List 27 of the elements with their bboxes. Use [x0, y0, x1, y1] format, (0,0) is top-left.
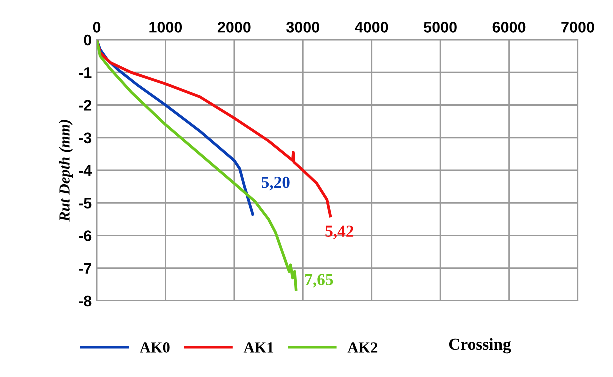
x-tick-label: 6000 — [492, 22, 526, 33]
y-tick-label: -7 — [79, 263, 92, 274]
y-tick-label: -1 — [79, 68, 92, 78]
y-tick-label: -2 — [79, 100, 92, 111]
annotation: 5,42 — [326, 226, 354, 240]
y-tick-label: -8 — [79, 296, 92, 307]
annotation: 7,65 — [306, 274, 334, 288]
x-axis-title: Crossing — [449, 338, 512, 354]
y-tick-label: -4 — [79, 166, 92, 176]
y-tick-label: 0 — [84, 34, 92, 46]
x-tick-label: 2000 — [218, 22, 251, 33]
x-tick-label: 0 — [93, 22, 101, 33]
y-tick-label: -5 — [79, 198, 92, 209]
x-tick-label: 4000 — [355, 22, 388, 33]
annotation: 5,20 — [262, 176, 290, 191]
x-tick-label: 1000 — [150, 22, 182, 33]
x-tick-label: 7000 — [562, 22, 594, 33]
line-series — [97, 40, 332, 218]
y-tick-label: -6 — [79, 230, 92, 242]
line-series — [97, 40, 298, 291]
x-tick-label: 5000 — [424, 22, 457, 33]
y-axis-title: Rut Depth (mm) — [59, 120, 73, 222]
legend-label: AK1 — [244, 342, 274, 353]
legend-label: AK2 — [348, 342, 378, 353]
x-tick-label: 3000 — [286, 22, 320, 33]
legend-label: AK0 — [140, 342, 170, 353]
y-tick-label: -3 — [79, 132, 92, 144]
